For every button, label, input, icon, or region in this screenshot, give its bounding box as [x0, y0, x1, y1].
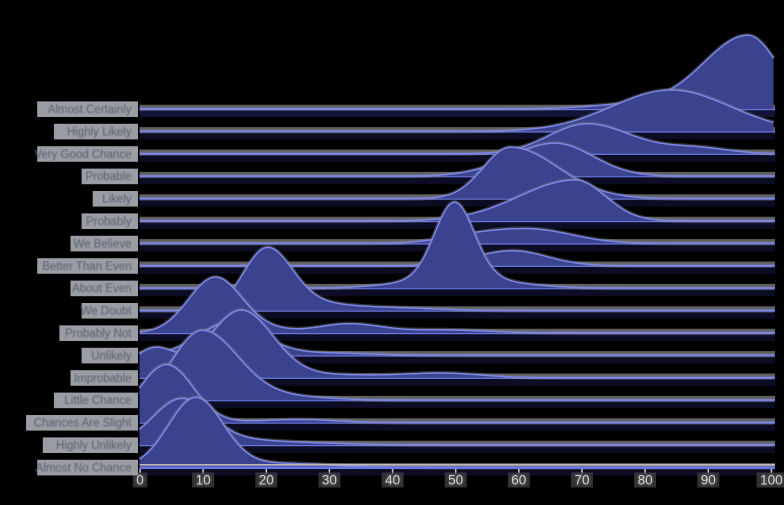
- svg-text:80: 80: [638, 473, 653, 488]
- svg-text:40: 40: [385, 473, 400, 488]
- svg-text:We Believe: We Believe: [74, 238, 132, 250]
- svg-text:60: 60: [511, 473, 526, 488]
- svg-text:Improbable: Improbable: [74, 373, 132, 385]
- svg-text:Almost Certainly: Almost Certainly: [48, 104, 132, 116]
- svg-text:90: 90: [701, 473, 716, 488]
- svg-text:About Even: About Even: [72, 283, 131, 295]
- svg-text:Very Good Chance: Very Good Chance: [34, 149, 131, 161]
- svg-text:Probably Not: Probably Not: [65, 328, 132, 340]
- svg-text:70: 70: [574, 473, 589, 488]
- svg-text:Almost No Chance: Almost No Chance: [36, 462, 132, 474]
- svg-text:0: 0: [136, 473, 144, 488]
- svg-text:Likely: Likely: [102, 194, 132, 206]
- svg-text:Little Chance: Little Chance: [64, 395, 131, 407]
- svg-text:Better Than Even: Better Than Even: [42, 261, 131, 273]
- svg-text:30: 30: [322, 473, 337, 488]
- svg-text:We Doubt: We Doubt: [81, 306, 133, 318]
- svg-text:Highly Unlikely: Highly Unlikely: [56, 440, 132, 452]
- svg-text:Unlikely: Unlikely: [91, 350, 132, 362]
- svg-text:100: 100: [760, 473, 783, 488]
- svg-text:20: 20: [259, 473, 274, 488]
- svg-text:Chances Are Slight: Chances Are Slight: [34, 418, 133, 430]
- svg-text:Probable: Probable: [85, 171, 131, 183]
- svg-text:50: 50: [448, 473, 463, 488]
- svg-text:Probably: Probably: [86, 216, 132, 228]
- svg-text:10: 10: [196, 473, 211, 488]
- svg-text:Highly Likely: Highly Likely: [67, 126, 132, 138]
